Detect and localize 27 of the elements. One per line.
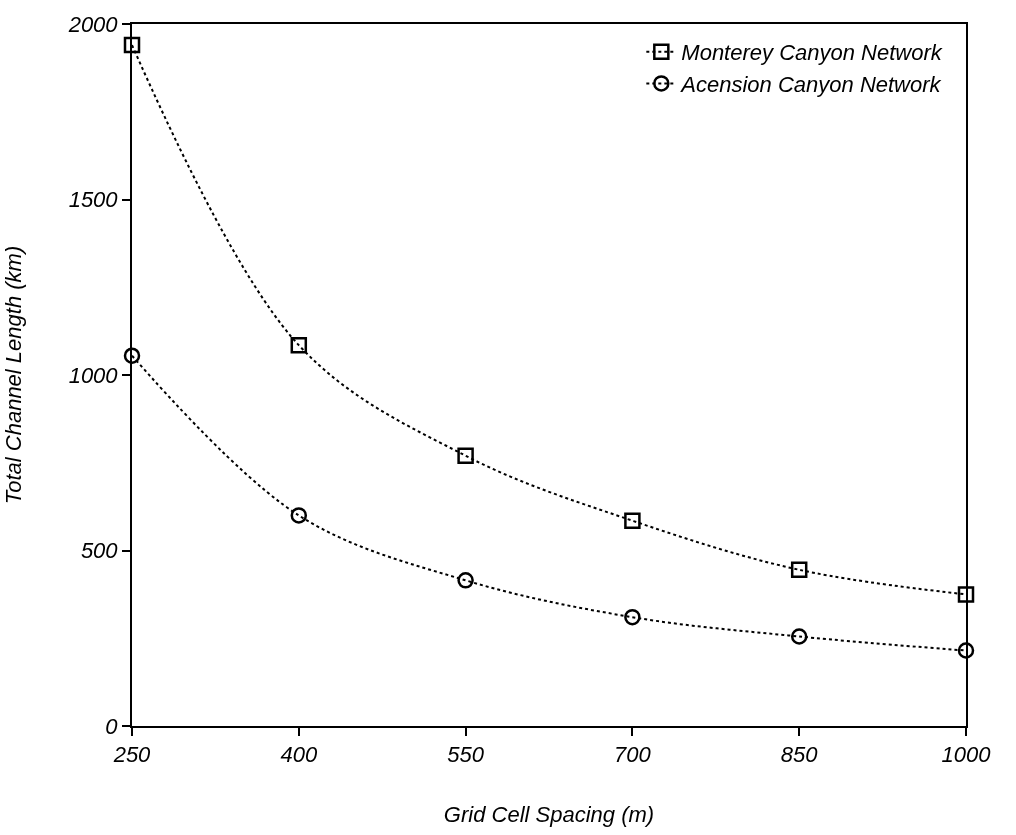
y-tick-label: 500 [80, 538, 119, 564]
y-tick-label: 0 [105, 713, 119, 739]
point [624, 608, 641, 626]
y-tick-label: 1000 [68, 362, 119, 388]
x-tick-label: 250 [112, 742, 152, 768]
x-tick-label: 850 [780, 742, 819, 768]
y-tick-label: 2000 [67, 11, 119, 37]
point [123, 36, 141, 54]
point [457, 447, 474, 464]
point [457, 572, 474, 589]
point [290, 336, 308, 354]
point [290, 507, 308, 524]
x-tick-label: 700 [614, 742, 652, 768]
point [123, 347, 141, 364]
point [790, 561, 808, 579]
x-tick-label: 550 [447, 742, 485, 768]
point [957, 642, 975, 659]
y-axis-title: Total Channel Length (km) [0, 245, 26, 505]
point [790, 628, 808, 645]
point [957, 586, 975, 603]
legend-label: Monterey Canyon Network [681, 40, 943, 66]
legend-label: Acension Canyon Network [679, 72, 942, 97]
x-tick-label: 1000 [941, 742, 992, 768]
point [624, 512, 641, 529]
y-tick-label: 1500 [68, 187, 119, 213]
x-tick-label: 400 [280, 742, 318, 768]
x-axis-title: Grid Cell Spacing (m) [443, 801, 655, 827]
